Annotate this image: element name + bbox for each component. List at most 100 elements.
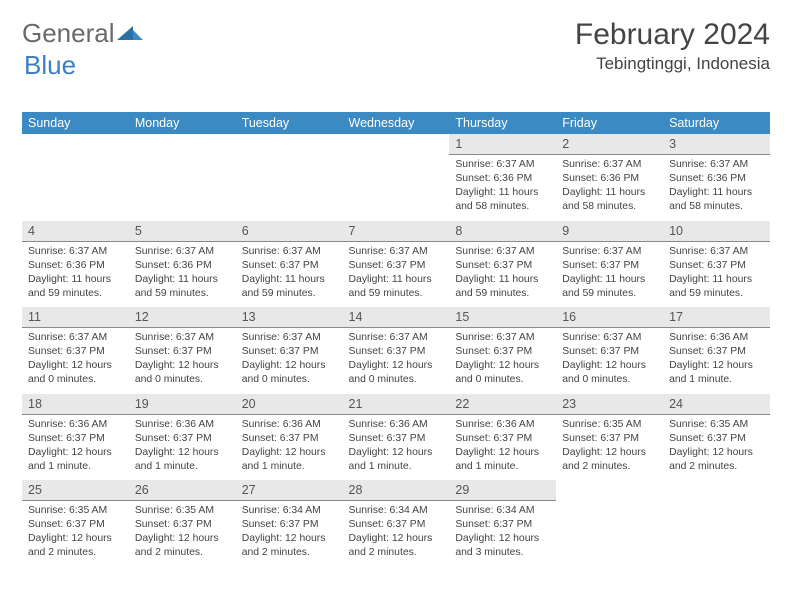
day-content-cell: Sunrise: 6:37 AMSunset: 6:37 PMDaylight:…: [556, 241, 663, 307]
day-number-cell: 17: [663, 307, 770, 328]
logo: General: [22, 18, 143, 49]
day-number-cell: 1: [449, 134, 556, 155]
weekday-header-row: SundayMondayTuesdayWednesdayThursdayFrid…: [22, 112, 770, 134]
sunrise-text: Sunrise: 6:37 AM: [349, 245, 444, 259]
daylight-text-2: and 0 minutes.: [349, 373, 444, 387]
day-number-cell: 20: [236, 394, 343, 415]
sunrise-text: Sunrise: 6:35 AM: [562, 418, 657, 432]
day-content-cell: [343, 155, 450, 221]
day-content-cell: Sunrise: 6:37 AMSunset: 6:37 PMDaylight:…: [449, 328, 556, 394]
sunrise-text: Sunrise: 6:37 AM: [562, 245, 657, 259]
day-number-cell: 14: [343, 307, 450, 328]
day-content-cell: Sunrise: 6:35 AMSunset: 6:37 PMDaylight:…: [22, 501, 129, 567]
sunrise-text: Sunrise: 6:37 AM: [242, 245, 337, 259]
day-number-cell: 19: [129, 394, 236, 415]
daylight-text-1: Daylight: 12 hours: [669, 446, 764, 460]
day-number-cell: 10: [663, 221, 770, 242]
day-number-cell: [556, 480, 663, 501]
sunrise-text: Sunrise: 6:37 AM: [455, 245, 550, 259]
day-content-cell: Sunrise: 6:36 AMSunset: 6:37 PMDaylight:…: [129, 414, 236, 480]
daylight-text-2: and 59 minutes.: [349, 287, 444, 301]
daylight-text-2: and 58 minutes.: [669, 200, 764, 214]
day-number-cell: 25: [22, 480, 129, 501]
day-content-row: Sunrise: 6:36 AMSunset: 6:37 PMDaylight:…: [22, 414, 770, 480]
daylight-text-2: and 59 minutes.: [242, 287, 337, 301]
sunset-text: Sunset: 6:37 PM: [242, 259, 337, 273]
weekday-header: Friday: [556, 112, 663, 134]
daylight-text-1: Daylight: 12 hours: [349, 359, 444, 373]
daylight-text-2: and 59 minutes.: [28, 287, 123, 301]
daylight-text-2: and 1 minute.: [669, 373, 764, 387]
daylight-text-2: and 59 minutes.: [669, 287, 764, 301]
daylight-text-1: Daylight: 12 hours: [242, 446, 337, 460]
daylight-text-2: and 3 minutes.: [455, 546, 550, 560]
sunset-text: Sunset: 6:37 PM: [28, 432, 123, 446]
sunset-text: Sunset: 6:36 PM: [562, 172, 657, 186]
weekday-header: Saturday: [663, 112, 770, 134]
day-content-cell: Sunrise: 6:37 AMSunset: 6:37 PMDaylight:…: [663, 241, 770, 307]
daylight-text-1: Daylight: 12 hours: [28, 359, 123, 373]
day-content-cell: Sunrise: 6:36 AMSunset: 6:37 PMDaylight:…: [343, 414, 450, 480]
day-content-cell: Sunrise: 6:37 AMSunset: 6:37 PMDaylight:…: [236, 241, 343, 307]
sunset-text: Sunset: 6:37 PM: [242, 518, 337, 532]
sunrise-text: Sunrise: 6:37 AM: [669, 158, 764, 172]
sunset-text: Sunset: 6:37 PM: [28, 518, 123, 532]
sunset-text: Sunset: 6:37 PM: [562, 432, 657, 446]
sunrise-text: Sunrise: 6:37 AM: [135, 331, 230, 345]
day-content-cell: [22, 155, 129, 221]
day-content-cell: Sunrise: 6:36 AMSunset: 6:37 PMDaylight:…: [22, 414, 129, 480]
day-content-cell: Sunrise: 6:34 AMSunset: 6:37 PMDaylight:…: [236, 501, 343, 567]
daylight-text-1: Daylight: 11 hours: [562, 273, 657, 287]
sunset-text: Sunset: 6:37 PM: [135, 518, 230, 532]
daylight-text-2: and 59 minutes.: [562, 287, 657, 301]
daylight-text-2: and 59 minutes.: [455, 287, 550, 301]
sunset-text: Sunset: 6:37 PM: [455, 432, 550, 446]
day-number-row: 45678910: [22, 221, 770, 242]
daylight-text-2: and 1 minute.: [28, 460, 123, 474]
logo-text-2: Blue: [24, 50, 76, 81]
daylight-text-2: and 1 minute.: [242, 460, 337, 474]
sunrise-text: Sunrise: 6:36 AM: [28, 418, 123, 432]
day-number-cell: 3: [663, 134, 770, 155]
day-content-cell: Sunrise: 6:37 AMSunset: 6:37 PMDaylight:…: [449, 241, 556, 307]
daylight-text-1: Daylight: 12 hours: [455, 532, 550, 546]
day-content-cell: Sunrise: 6:35 AMSunset: 6:37 PMDaylight:…: [129, 501, 236, 567]
day-content-row: Sunrise: 6:37 AMSunset: 6:36 PMDaylight:…: [22, 155, 770, 221]
day-number-cell: 23: [556, 394, 663, 415]
daylight-text-1: Daylight: 12 hours: [669, 359, 764, 373]
day-number-row: 2526272829: [22, 480, 770, 501]
day-number-cell: 21: [343, 394, 450, 415]
daylight-text-1: Daylight: 12 hours: [562, 446, 657, 460]
sunset-text: Sunset: 6:37 PM: [669, 432, 764, 446]
daylight-text-1: Daylight: 12 hours: [562, 359, 657, 373]
day-number-row: 123: [22, 134, 770, 155]
sunset-text: Sunset: 6:37 PM: [669, 259, 764, 273]
day-number-cell: 9: [556, 221, 663, 242]
day-content-cell: [236, 155, 343, 221]
daylight-text-1: Daylight: 12 hours: [28, 532, 123, 546]
calendar-table: SundayMondayTuesdayWednesdayThursdayFrid…: [22, 112, 770, 567]
sunrise-text: Sunrise: 6:35 AM: [135, 504, 230, 518]
day-content-cell: Sunrise: 6:37 AMSunset: 6:36 PMDaylight:…: [663, 155, 770, 221]
sunrise-text: Sunrise: 6:36 AM: [349, 418, 444, 432]
day-number-cell: 16: [556, 307, 663, 328]
sunset-text: Sunset: 6:37 PM: [135, 345, 230, 359]
daylight-text-2: and 59 minutes.: [135, 287, 230, 301]
sunset-text: Sunset: 6:37 PM: [135, 432, 230, 446]
sunrise-text: Sunrise: 6:34 AM: [349, 504, 444, 518]
sunset-text: Sunset: 6:37 PM: [349, 259, 444, 273]
day-content-cell: [663, 501, 770, 567]
weekday-header: Monday: [129, 112, 236, 134]
day-number-cell: [343, 134, 450, 155]
day-content-cell: Sunrise: 6:37 AMSunset: 6:37 PMDaylight:…: [22, 328, 129, 394]
daylight-text-2: and 2 minutes.: [349, 546, 444, 560]
daylight-text-1: Daylight: 12 hours: [28, 446, 123, 460]
sunset-text: Sunset: 6:37 PM: [455, 345, 550, 359]
day-content-cell: [129, 155, 236, 221]
sunrise-text: Sunrise: 6:37 AM: [562, 331, 657, 345]
logo-text-1: General: [22, 18, 115, 49]
day-content-cell: Sunrise: 6:34 AMSunset: 6:37 PMDaylight:…: [449, 501, 556, 567]
day-content-cell: Sunrise: 6:37 AMSunset: 6:37 PMDaylight:…: [236, 328, 343, 394]
sunrise-text: Sunrise: 6:37 AM: [28, 245, 123, 259]
day-number-row: 11121314151617: [22, 307, 770, 328]
